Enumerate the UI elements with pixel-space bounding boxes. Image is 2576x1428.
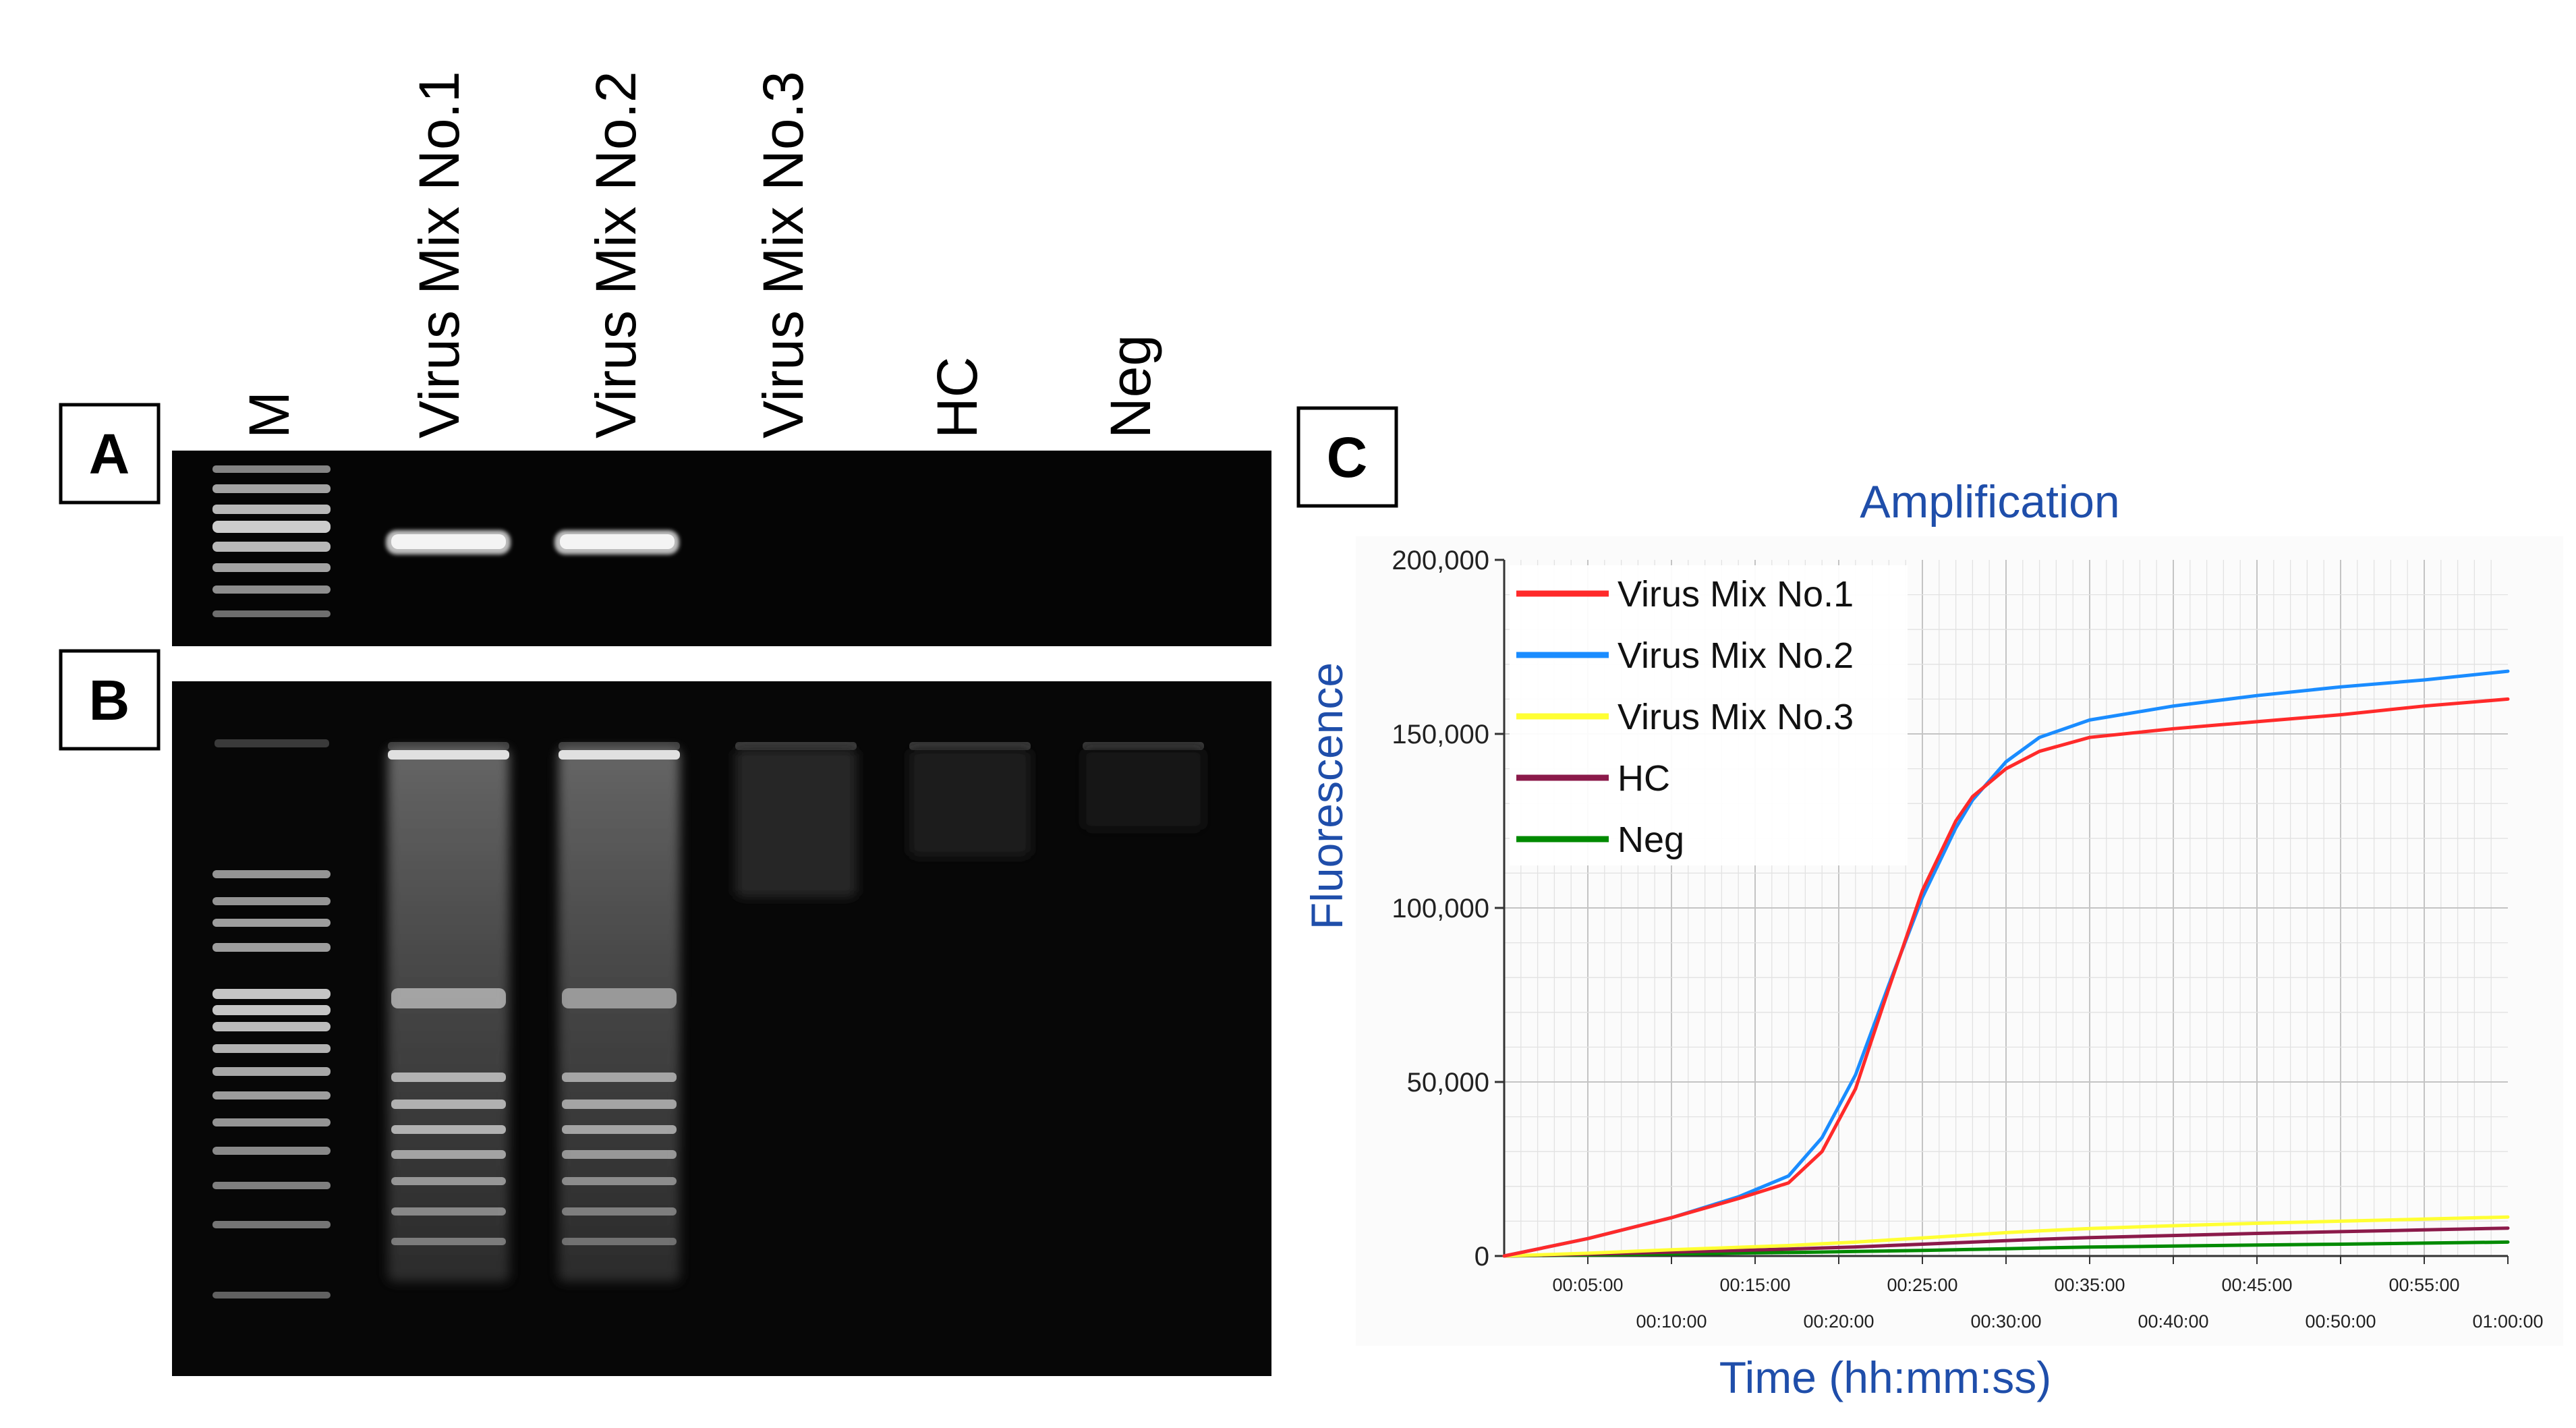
panel-c-label: C — [1296, 406, 1398, 508]
legend-label-0: Virus Mix No.1 — [1618, 574, 1854, 615]
legend-label-3: HC — [1618, 758, 1670, 799]
x-ticks: 00:05:00 00:10:00 00:15:00 00:20:00 00:25:00… — [1552, 1256, 2544, 1332]
gel-b-ladder — [212, 870, 331, 1298]
gel-a-ladder — [212, 465, 331, 617]
amplification-chart: Amplification Fluorescence Time (hh:mm:s… — [1302, 476, 2563, 1402]
series-line-3 — [1502, 1226, 2510, 1258]
panel-b-letter: B — [89, 668, 130, 732]
legend-label-1: Virus Mix No.2 — [1618, 635, 1854, 676]
y-tick-label: 200,000 — [1392, 546, 1489, 575]
x-tick-label: 00:40:00 — [2138, 1311, 2208, 1332]
lane-label-virus-mix-2: Virus Mix No.2 — [584, 71, 648, 438]
y-tick-label: 50,000 — [1407, 1068, 1489, 1097]
gel-b — [172, 681, 1271, 1376]
panel-a-letter: A — [89, 422, 130, 486]
x-tick-label: 00:25:00 — [1887, 1275, 1957, 1295]
x-tick-label: 00:10:00 — [1636, 1311, 1707, 1332]
gel-b-faint-lanes — [735, 749, 1204, 897]
panel-c-letter: C — [1327, 426, 1368, 489]
y-ticks: 0 50,000 100,000 150,000 200,000 — [1392, 546, 1504, 1272]
series-lines — [1502, 669, 2510, 1258]
legend-label-2: Virus Mix No.3 — [1618, 697, 1854, 737]
x-tick-label: 00:05:00 — [1552, 1275, 1623, 1295]
lane-label-hc: HC — [925, 357, 989, 438]
y-tick-label: 100,000 — [1392, 894, 1489, 923]
panel-a-label: A — [59, 403, 161, 505]
gel-a — [172, 451, 1271, 646]
x-tick-label: 00:45:00 — [2221, 1275, 2292, 1295]
gel-a-bands — [386, 530, 679, 554]
y-axis-title: Fluorescence — [1302, 662, 1352, 930]
x-tick-label: 01:00:00 — [2472, 1311, 2543, 1332]
x-tick-label: 00:20:00 — [1803, 1311, 1874, 1332]
gel-b-smear-lane1 — [388, 749, 509, 1282]
series-line-4 — [1502, 1240, 2510, 1258]
gel-b-wells — [214, 739, 1204, 750]
gel-b-smear-lane2 — [559, 749, 680, 1282]
series-line-2 — [1502, 1215, 2510, 1258]
x-tick-label: 00:50:00 — [2305, 1311, 2376, 1332]
legend-label-4: Neg — [1618, 820, 1684, 860]
y-tick-label: 0 — [1475, 1242, 1489, 1272]
x-tick-label: 00:15:00 — [1719, 1275, 1790, 1295]
grid — [1504, 560, 2508, 1256]
series-line-0 — [1502, 697, 2510, 1258]
x-tick-label: 00:55:00 — [2388, 1275, 2459, 1295]
lane-labels: M Virus Mix No.1 Virus Mix No.2 Virus Mi… — [237, 71, 1162, 438]
x-tick-label: 00:30:00 — [1970, 1311, 2041, 1332]
y-tick-label: 150,000 — [1392, 720, 1489, 749]
x-axis-title: Time (hh:mm:ss) — [1719, 1352, 2052, 1402]
legend: Virus Mix No.1 Virus Mix No.2 Virus Mix No… — [1510, 565, 1908, 865]
chart-title: Amplification — [1860, 476, 2120, 527]
lane-label-m: M — [237, 391, 301, 438]
lane-label-virus-mix-1: Virus Mix No.1 — [407, 71, 471, 438]
x-tick-label: 00:35:00 — [2054, 1275, 2125, 1295]
panel-b-label: B — [59, 649, 161, 751]
lane-label-virus-mix-3: Virus Mix No.3 — [751, 71, 815, 438]
lane-label-neg: Neg — [1099, 335, 1162, 438]
